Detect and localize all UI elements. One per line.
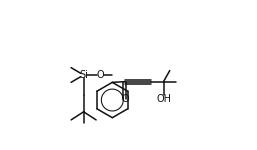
Text: Si: Si: [79, 70, 88, 80]
Text: O: O: [121, 94, 129, 103]
Text: O: O: [97, 70, 104, 80]
Text: OH: OH: [156, 94, 171, 103]
